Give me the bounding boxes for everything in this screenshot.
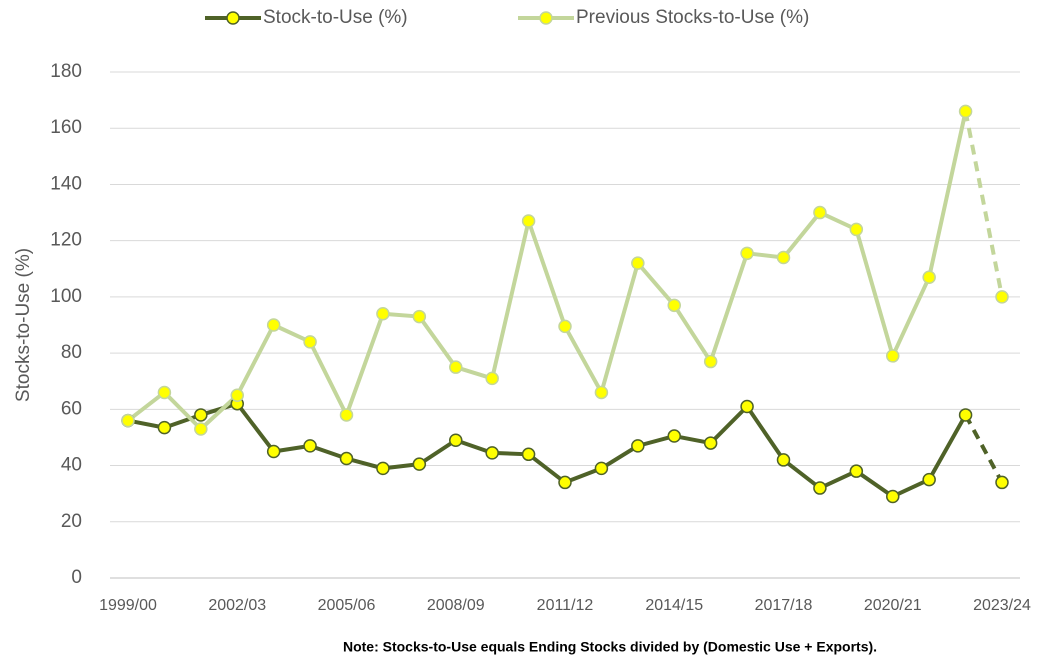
y-tick-label: 0 [71,567,82,588]
marker [194,408,208,422]
marker [449,433,463,448]
marker [157,420,172,435]
marker [521,214,536,228]
x-tick-label: 1999/00 [99,597,157,614]
marker [886,349,900,363]
marker [558,319,572,334]
marker [303,439,317,453]
marker [157,385,172,400]
y-tick-label: 20 [61,511,82,532]
marker [776,250,791,265]
y-tick-label: 120 [50,230,82,251]
marker [376,307,390,321]
marker [485,371,499,386]
x-tick-label: 2011/12 [537,597,594,614]
y-tick-label: 40 [61,455,82,476]
x-tick-label: 2008/09 [427,597,485,614]
y-tick-label: 140 [50,173,82,194]
marker [813,481,827,495]
marker [339,408,354,422]
marker [631,439,645,453]
marker [703,354,718,369]
y-tick-label: 60 [61,398,82,419]
x-tick-label: 2020/21 [864,597,922,614]
marker [558,475,572,490]
y-tick-label: 180 [50,61,82,82]
marker [703,436,718,450]
x-tick-label: 2014/15 [645,597,703,614]
legend-marker [226,11,240,25]
marker [449,360,463,374]
x-tick-label: 2017/18 [755,597,813,614]
series-line [126,110,968,432]
y-axis-title: Stocks-to-Use (%) [13,248,34,402]
marker [266,444,281,459]
y-tick-label: 80 [61,342,82,363]
marker [631,256,645,270]
marker [230,388,244,403]
marker [849,222,864,237]
marker [594,461,609,476]
marker [995,475,1009,490]
series-line [127,401,968,499]
marker [412,309,427,324]
series-line-projection [963,414,1004,484]
marker [594,385,609,400]
marker [740,399,754,414]
marker [813,205,827,220]
legend-marker [539,11,553,25]
marker [412,457,427,471]
x-tick-label: 2002/03 [208,597,266,614]
y-tick-label: 160 [50,117,82,138]
marker [485,446,499,460]
marker [740,246,754,261]
x-tick-label: 2005/06 [318,597,376,614]
marker [667,429,681,443]
marker [995,290,1009,304]
marker [849,464,864,478]
marker [776,453,791,467]
marker [958,408,973,422]
marker [376,461,390,476]
marker [521,447,536,462]
marker [339,451,354,466]
marker [922,472,936,487]
marker [121,413,135,428]
y-tick-label: 100 [50,286,82,307]
marker [958,104,973,119]
marker [266,318,281,332]
note: Note: Stocks-to-Use equals Ending Stocks… [343,639,877,655]
marker [303,335,317,349]
marker [194,422,208,436]
legend-label: Stock-to-Use (%) [263,7,408,28]
x-tick-label: 2023/24 [973,597,1031,614]
series-line-projection [963,110,1004,298]
marker [667,298,681,313]
marker [886,489,900,504]
legend-label: Previous Stocks-to-Use (%) [576,7,809,28]
marker [922,270,936,284]
